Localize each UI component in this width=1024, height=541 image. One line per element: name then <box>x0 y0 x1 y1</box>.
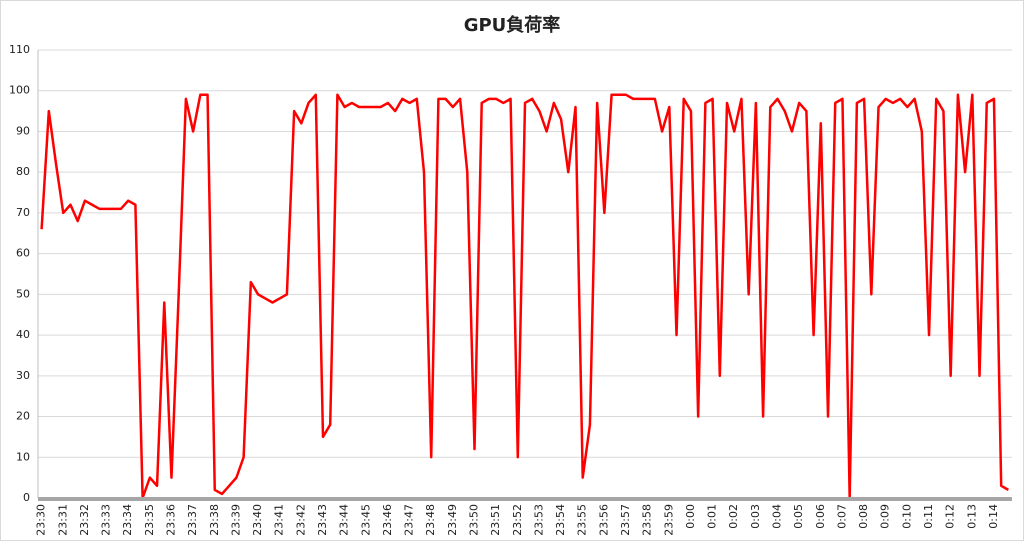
x-tick-label: 23:44 <box>338 504 351 536</box>
x-tick-label: 23:33 <box>100 504 113 536</box>
x-tick-label: 23:39 <box>229 504 242 536</box>
y-tick-label: 90 <box>16 124 30 137</box>
x-tick-label: 0:14 <box>987 504 1000 529</box>
x-tick-label: 23:51 <box>489 504 502 536</box>
y-tick-label: 40 <box>16 328 30 341</box>
y-tick-label: 100 <box>9 84 30 97</box>
x-tick-label: 23:45 <box>359 504 372 536</box>
x-tick-label: 23:47 <box>403 504 416 536</box>
x-tick-label: 23:41 <box>273 504 286 536</box>
x-tick-label: 23:59 <box>662 504 675 536</box>
x-tick-label: 0:00 <box>684 504 697 529</box>
x-tick-label: 23:31 <box>56 504 69 536</box>
x-tick-label: 0:04 <box>771 504 784 529</box>
x-tick-label: 0:10 <box>900 504 913 529</box>
x-tick-label: 23:54 <box>554 504 567 536</box>
x-tick-label: 23:40 <box>251 504 264 536</box>
y-tick-label: 10 <box>16 450 30 463</box>
x-tick-label: 0:08 <box>857 504 870 529</box>
x-tick-label: 0:06 <box>814 504 827 529</box>
x-tick-label: 0:07 <box>835 504 848 529</box>
x-tick-label: 23:42 <box>294 504 307 536</box>
x-tick-label: 0:03 <box>749 504 762 529</box>
y-tick-label: 60 <box>16 247 30 260</box>
x-tick-label: 23:34 <box>121 504 134 536</box>
x-tick-label: 23:58 <box>641 504 654 536</box>
x-tick-label: 23:57 <box>619 504 632 536</box>
x-tick-label: 23:35 <box>143 504 156 536</box>
x-tick-label: 23:36 <box>164 504 177 536</box>
y-tick-label: 0 <box>23 491 30 504</box>
data-line <box>40 93 1010 500</box>
y-tick-label: 80 <box>16 165 30 178</box>
x-tick-label: 23:32 <box>78 504 91 536</box>
x-tick-label: 0:02 <box>727 504 740 529</box>
x-tick-label: 0:11 <box>922 504 935 529</box>
x-tick-label: 23:43 <box>316 504 329 536</box>
y-tick-label: 20 <box>16 410 30 423</box>
x-tick-label: 23:56 <box>597 504 610 536</box>
x-tick-label: 0:12 <box>944 504 957 529</box>
x-tick-label: 23:30 <box>35 504 48 536</box>
x-tick-label: 23:48 <box>424 504 437 536</box>
x-tick-label: 23:37 <box>186 504 199 536</box>
chart-title: GPU負荷率 <box>464 14 561 36</box>
x-tick-label: 0:01 <box>706 504 719 529</box>
x-tick-label: 23:49 <box>446 504 459 536</box>
x-tick-label: 23:53 <box>532 504 545 536</box>
y-tick-label: 70 <box>16 206 30 219</box>
y-tick-label: 110 <box>9 43 30 56</box>
x-tick-label: 0:13 <box>965 504 978 529</box>
x-tick-label: 23:52 <box>511 504 524 536</box>
y-tick-label: 30 <box>16 369 30 382</box>
x-tick-label: 0:05 <box>792 504 805 529</box>
x-tick-label: 23:55 <box>576 504 589 536</box>
x-tick-label: 23:46 <box>381 504 394 536</box>
x-tick-label: 23:38 <box>208 504 221 536</box>
x-tick-label: 0:09 <box>879 504 892 529</box>
x-tick-label: 23:50 <box>467 504 480 536</box>
y-tick-label: 50 <box>16 287 30 300</box>
